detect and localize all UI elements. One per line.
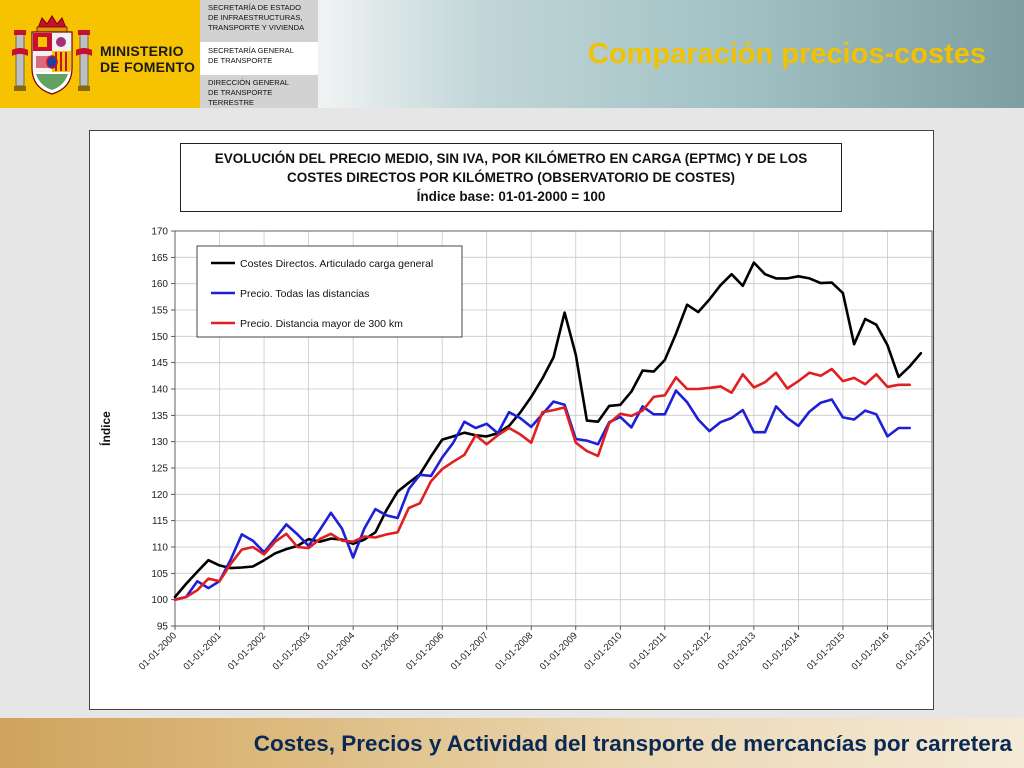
x-tick-label: 01-01-2011 [627, 630, 669, 672]
x-tick-label: 01-01-2010 [582, 630, 624, 672]
legend-box [196, 245, 463, 338]
y-tick-label: 95 [157, 622, 169, 633]
x-tick-label: 01-01-2015 [805, 630, 847, 672]
legend-label: Costes Directos. Articulado carga genera… [240, 258, 433, 270]
series-line-1 [173, 261, 923, 599]
chart-title-line: COSTES DIRECTOS POR KILÓMETRO (OBSERVATO… [286, 170, 736, 185]
org-line: SECRETARÍA GENERAL [208, 46, 294, 55]
org-line: TERRESTRE [208, 98, 254, 107]
x-tick-label: 01-01-2008 [493, 630, 535, 672]
chart-title-box: EVOLUCIÓN DEL PRECIO MEDIO, SIN IVA, POR… [180, 143, 842, 212]
org-line: DE INFRAESTRUCTURAS, [208, 13, 303, 22]
org-direccion-general: DIRECCIÓN GENERAL DE TRANSPORTE TERRESTR… [200, 75, 318, 108]
y-tick-label: 145 [151, 358, 168, 369]
y-tick-label: 155 [151, 306, 168, 317]
slide-header: MINISTERIO DE FOMENTO SECRETARÍA DE ESTA… [0, 0, 1024, 108]
series-line-3 [173, 367, 912, 602]
x-tick-label: 01-01-2001 [182, 630, 224, 672]
x-tick-label: 01-01-2005 [360, 630, 402, 672]
org-line: DE TRANSPORTE [208, 56, 273, 65]
x-tick-label: 01-01-2012 [671, 630, 713, 672]
chart-title-line: Índice base: 01-01-2000 = 100 [416, 189, 606, 204]
slide-title: Comparación precios-costes [587, 38, 986, 70]
org-line: SECRETARÍA DE ESTADO [208, 3, 301, 12]
y-tick-label: 115 [152, 516, 168, 527]
y-tick-label: 160 [151, 279, 168, 290]
x-tick-label: 01-01-2003 [271, 630, 313, 672]
legend-label: Precio. Todas las distancias [240, 288, 369, 300]
ministry-name-line2: DE FOMENTO [100, 59, 196, 75]
x-tick-label: 01-01-2006 [404, 630, 446, 672]
plot-border [174, 230, 933, 627]
x-tick-label: 01-01-2000 [137, 630, 179, 672]
org-secretaria-estado: SECRETARÍA DE ESTADO DE INFRAESTRUCTURAS… [200, 0, 318, 42]
y-tick-label: 150 [151, 332, 168, 343]
x-tick-label: 01-01-2013 [716, 630, 758, 672]
x-tick-label: 01-01-2014 [760, 630, 802, 672]
y-tick-label: 120 [151, 490, 168, 501]
org-line: TRANSPORTE Y VIVIENDA [208, 23, 305, 32]
chart-series [173, 261, 923, 602]
y-tick-label: 100 [151, 595, 168, 606]
x-tick-label: 01-01-2002 [226, 630, 268, 672]
line-chart: 95 100 105 110 115 120 125 130 135 140 145 150 155 16… [98, 227, 936, 673]
y-tick-label: 125 [151, 464, 168, 475]
y-tick-label: 135 [151, 411, 168, 422]
x-tick-label: 01-01-2017 [894, 630, 936, 672]
ministry-logo-block: MINISTERIO DE FOMENTO [0, 0, 200, 108]
x-tick-label: 01-01-2004 [315, 630, 357, 672]
chart-legend: Costes Directos. Articulado carga genera… [196, 245, 463, 338]
legend-label: Precio. Distancia mayor de 300 km [240, 318, 403, 330]
y-tick-label: 105 [151, 569, 168, 580]
slide-footer: Costes, Precios y Actividad del transpor… [0, 718, 1024, 768]
y-tick-label: 110 [152, 543, 168, 554]
org-line: DIRECCIÓN GENERAL [208, 78, 290, 87]
x-tick-label: 01-01-2007 [449, 630, 491, 672]
x-tick-label: 01-01-2009 [538, 630, 580, 672]
y-tick-label: 140 [151, 385, 168, 396]
y-axis-label: Índice [98, 411, 113, 446]
y-tick-label: 170 [151, 227, 168, 238]
chart-title-line: EVOLUCIÓN DEL PRECIO MEDIO, SIN IVA, POR… [214, 151, 808, 166]
org-line: DE TRANSPORTE [208, 88, 273, 97]
coat-of-arms-icon [12, 15, 92, 95]
y-tick-label: 165 [151, 253, 168, 264]
organization-block: SECRETARÍA DE ESTADO DE INFRAESTRUCTURAS… [200, 0, 318, 108]
footer-caption: Costes, Precios y Actividad del transpor… [253, 731, 1012, 756]
x-tick-label: 01-01-2016 [849, 630, 891, 672]
ministry-name-line1: MINISTERIO [100, 43, 184, 59]
org-secretaria-general: SECRETARÍA GENERAL DE TRANSPORTE [200, 43, 318, 74]
y-tick-label: 130 [151, 437, 168, 448]
